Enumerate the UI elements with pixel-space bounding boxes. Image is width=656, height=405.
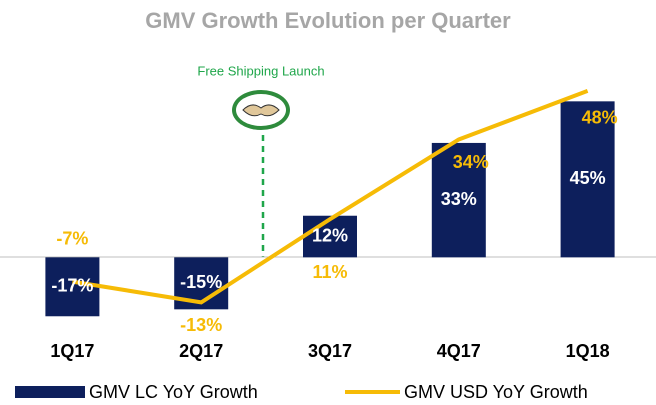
- bar: [431, 142, 486, 258]
- bar-label: 33%: [441, 189, 477, 209]
- line-label: 34%: [453, 152, 489, 172]
- legend-swatch: [15, 386, 85, 398]
- handshake-icon: [232, 90, 290, 130]
- annotation: Free Shipping Launch: [197, 63, 324, 78]
- bar: [45, 257, 100, 317]
- line-label: 48%: [582, 108, 618, 128]
- line-label: 11%: [312, 262, 347, 282]
- line: [72, 89, 589, 305]
- legend-label: GMV USD YoY Growth: [404, 382, 588, 402]
- legend-label: GMV LC YoY Growth: [89, 382, 258, 402]
- bar-label: 12%: [312, 225, 348, 245]
- bar: [560, 101, 615, 258]
- x-tick-label: 1Q18: [566, 341, 610, 361]
- bar: [303, 215, 357, 258]
- line-label: -13%: [180, 315, 222, 335]
- x-tick-label: 3Q17: [308, 341, 352, 361]
- x-tick-label: 2Q17: [179, 341, 223, 361]
- x-tick-label: 4Q17: [437, 341, 481, 361]
- bar-label: 45%: [570, 168, 606, 188]
- bar-label: -15%: [180, 272, 222, 292]
- chart-title: GMV Growth Evolution per Quarter: [145, 8, 511, 33]
- bar-label: -17%: [51, 276, 93, 296]
- x-tick-label: 1Q17: [50, 341, 94, 361]
- line-label: -7%: [56, 228, 88, 248]
